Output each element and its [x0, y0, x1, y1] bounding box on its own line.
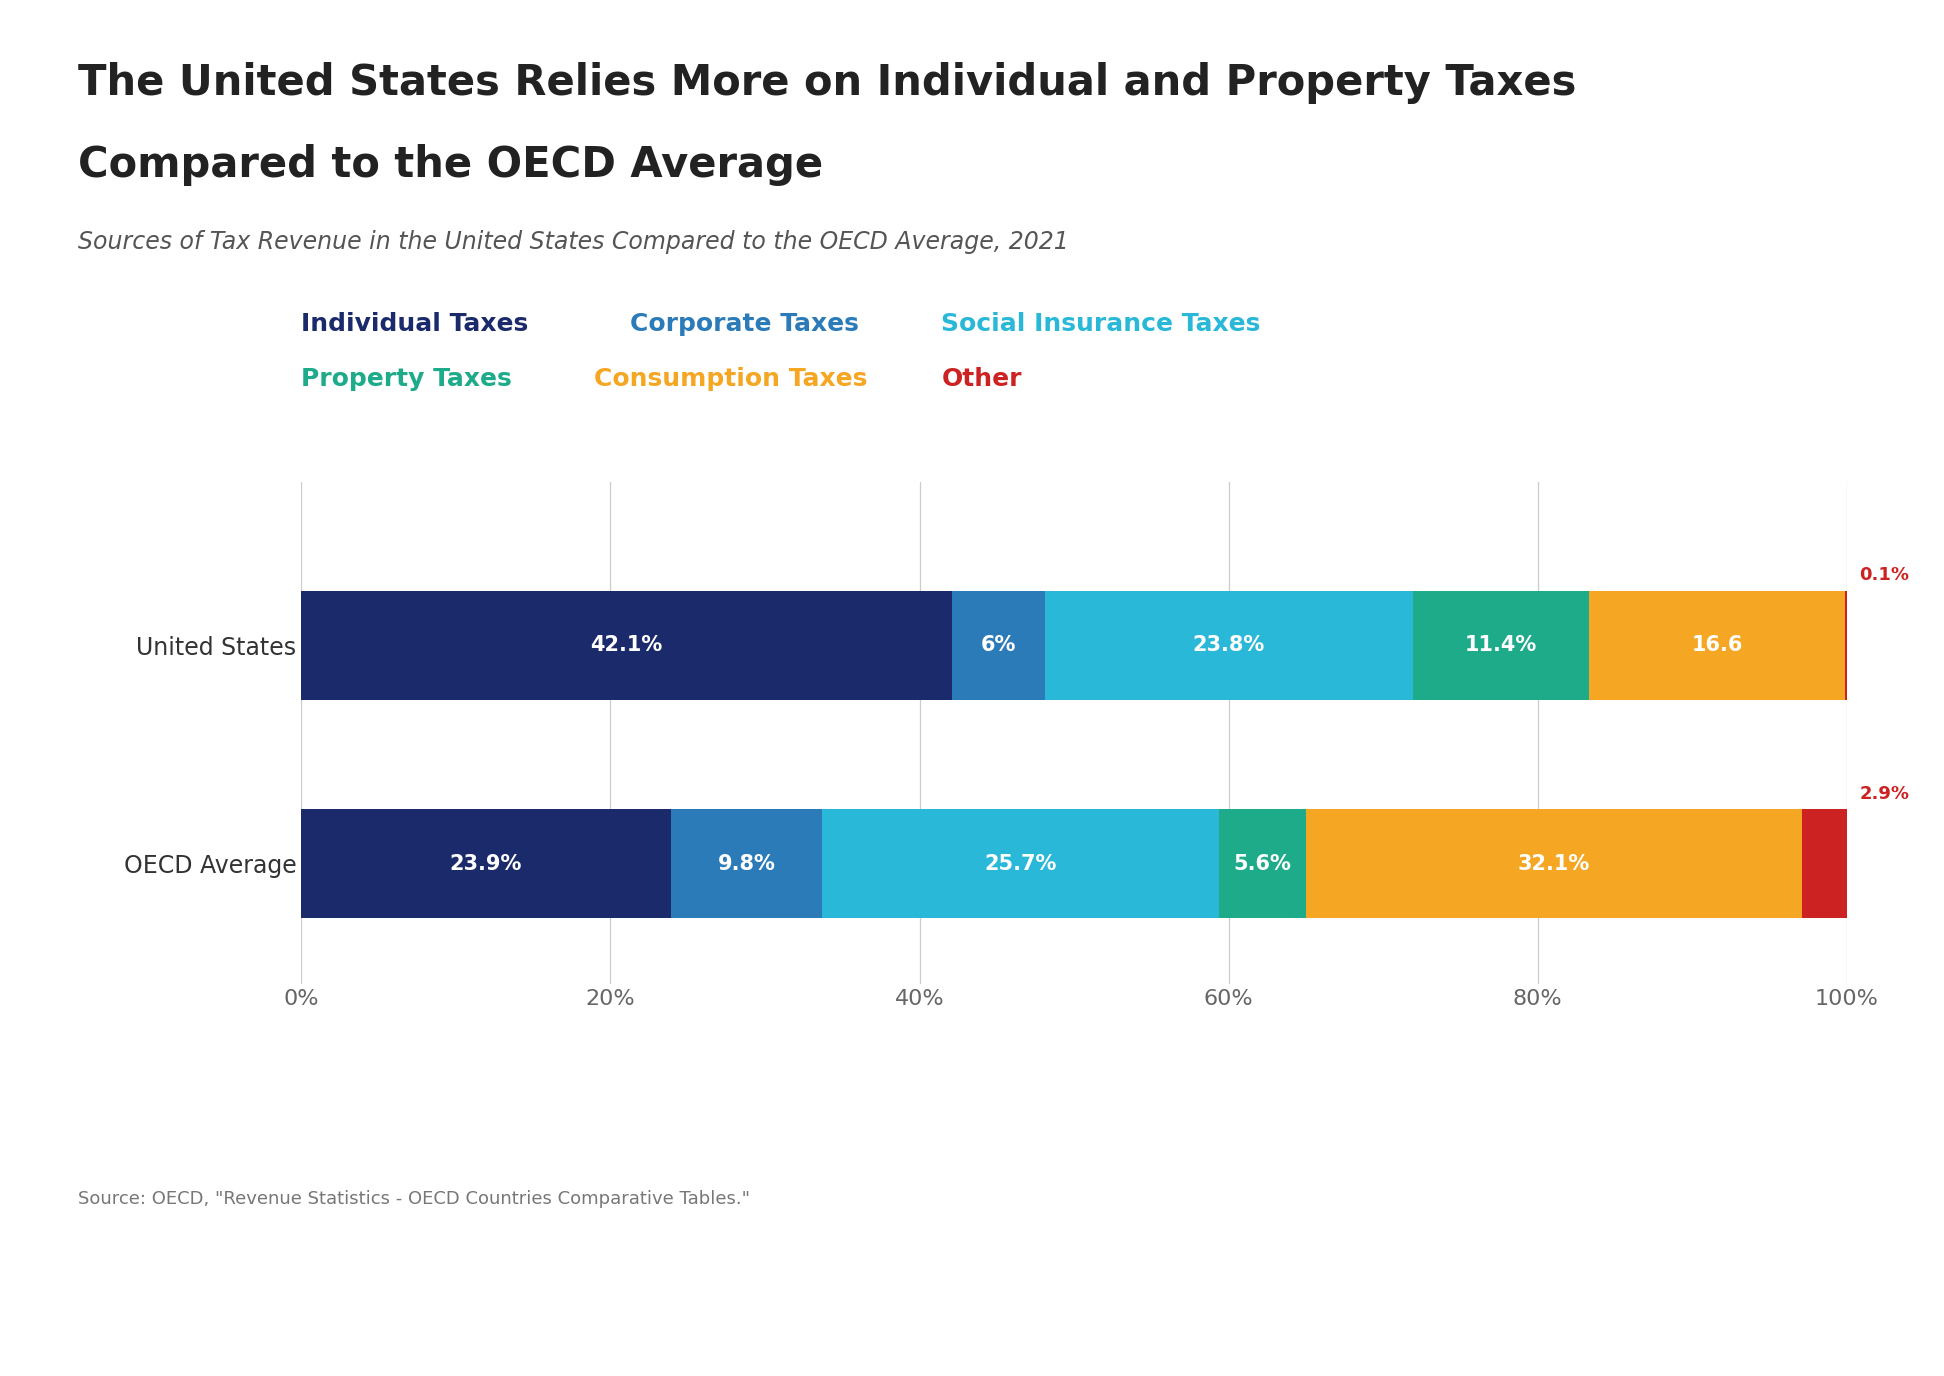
Text: @TaxFoundation: @TaxFoundation	[1684, 1311, 1901, 1337]
Text: 5.6%: 5.6%	[1234, 853, 1291, 874]
Text: 0.1%: 0.1%	[1858, 567, 1909, 585]
Bar	[953, 590, 1044, 700]
Text: 23.8%: 23.8%	[1192, 636, 1266, 655]
Text: Individual Taxes: Individual Taxes	[301, 312, 529, 336]
Text: 11.4%: 11.4%	[1464, 636, 1538, 655]
Text: Compared to the OECD Average: Compared to the OECD Average	[78, 144, 822, 187]
Bar	[1588, 590, 1845, 700]
Text: 32.1%: 32.1%	[1518, 853, 1590, 874]
Text: 6%: 6%	[980, 636, 1017, 655]
Text: Other: Other	[941, 367, 1023, 391]
Text: Corporate Taxes: Corporate Taxes	[630, 312, 859, 336]
Text: Sources of Tax Revenue in the United States Compared to the OECD Average, 2021: Sources of Tax Revenue in the United Sta…	[78, 230, 1069, 253]
Text: Source: OECD, "Revenue Statistics - OECD Countries Comparative Tables.": Source: OECD, "Revenue Statistics - OECD…	[78, 1190, 750, 1208]
Text: Property Taxes: Property Taxes	[301, 367, 511, 391]
Text: Consumption Taxes: Consumption Taxes	[595, 367, 867, 391]
Text: 16.6: 16.6	[1691, 636, 1742, 655]
Bar	[301, 590, 953, 700]
Bar	[1219, 809, 1306, 918]
Text: TAX FOUNDATION: TAX FOUNDATION	[43, 1311, 305, 1337]
Bar	[1044, 590, 1413, 700]
Bar	[671, 809, 822, 918]
Bar	[301, 809, 671, 918]
Bar	[822, 809, 1219, 918]
Bar	[1306, 809, 1802, 918]
Text: 9.8%: 9.8%	[717, 853, 776, 874]
Text: 25.7%: 25.7%	[984, 853, 1058, 874]
Bar	[1413, 590, 1588, 700]
Text: The United States Relies More on Individual and Property Taxes: The United States Relies More on Individ…	[78, 62, 1577, 105]
Text: 42.1%: 42.1%	[591, 636, 663, 655]
Bar	[1802, 809, 1847, 918]
Text: 23.9%: 23.9%	[449, 853, 523, 874]
Text: 2.9%: 2.9%	[1858, 784, 1909, 802]
Text: Social Insurance Taxes: Social Insurance Taxes	[941, 312, 1260, 336]
